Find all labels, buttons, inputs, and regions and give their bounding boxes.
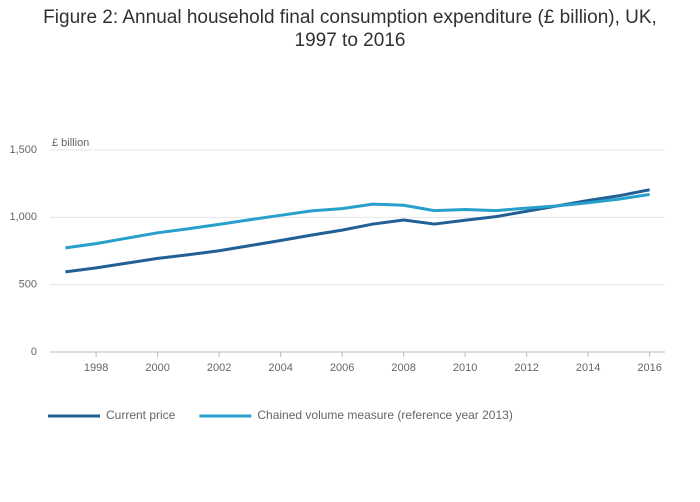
- y-tick-label: 1,000: [9, 211, 37, 223]
- y-tick-label: 0: [31, 346, 37, 358]
- x-tick-label: 2010: [453, 362, 477, 374]
- x-tick-label: 2004: [268, 362, 292, 374]
- x-tick-label: 2014: [576, 362, 600, 374]
- x-tick-label: 2006: [330, 362, 354, 374]
- line: [65, 192, 650, 250]
- x-tick-label: 2016: [637, 362, 661, 374]
- chart-title: Figure 2: Annual household final consump…: [43, 7, 657, 51]
- y-axis-label: £ billion: [52, 137, 89, 149]
- y-tick-label: 500: [19, 279, 37, 291]
- x-tick-label: 1998: [84, 362, 108, 374]
- x-tick-label: 2002: [207, 362, 231, 374]
- legend-label: Current price: [106, 408, 176, 422]
- x-tick-label: 2000: [145, 362, 169, 374]
- y-tick-label: 1,500: [9, 144, 37, 156]
- legend-label: Chained volume measure (reference year 2…: [257, 408, 512, 422]
- line: [65, 188, 650, 274]
- x-tick-label: 2008: [391, 362, 415, 374]
- x-tick-label: 2012: [514, 362, 538, 374]
